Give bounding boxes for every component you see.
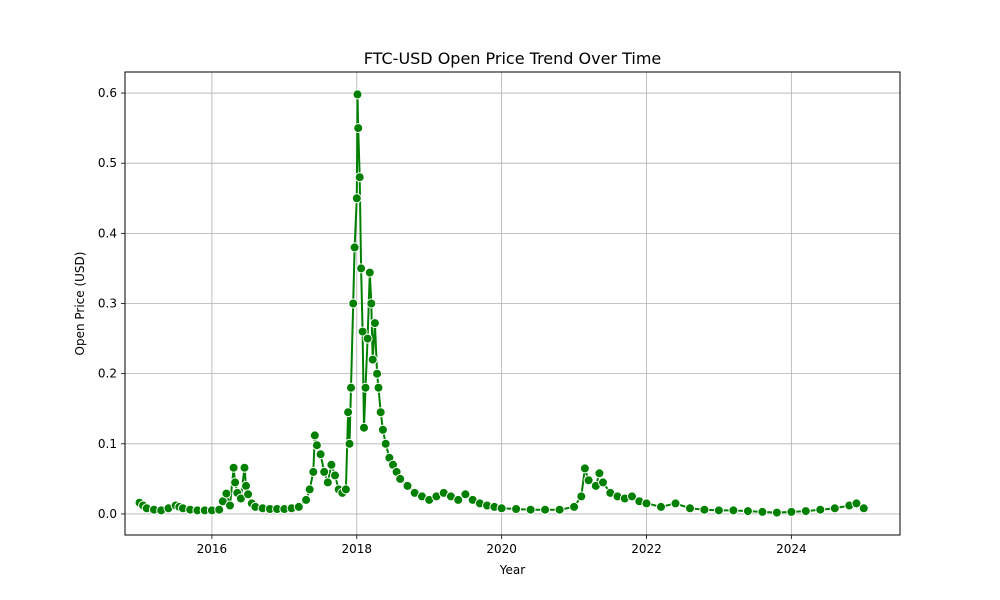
data-point [366,298,377,309]
data-point [496,503,507,514]
x-tick-label: 2024 [776,542,807,556]
data-point [351,193,362,204]
y-axis-title: Open Price (USD) [73,252,87,356]
data-point [540,504,551,515]
data-point [380,438,391,449]
data-point [375,407,386,418]
data-point [243,489,254,500]
data-point [353,123,364,134]
data-point [362,333,373,344]
data-point [460,489,471,500]
data-point [346,382,356,393]
data-point [511,504,522,514]
grid-lines [125,72,900,535]
data-point [402,480,413,491]
y-tick-label: 0.5 [98,156,117,170]
data-point [598,477,608,488]
data-point [395,473,406,484]
data-point [771,507,782,518]
series-layer [134,89,869,518]
data-point [815,504,826,515]
data-point [357,326,368,337]
data-point [525,504,536,515]
data-point [829,503,840,514]
x-axis-ticks: 2016 2018 2020 2022 2024 [197,535,807,556]
data-point [344,438,355,449]
data-point [230,477,241,488]
data-point [356,263,367,274]
data-point [352,89,363,100]
y-tick-label: 0.4 [98,226,117,240]
y-tick-label: 0.3 [98,297,117,311]
data-point [360,382,371,393]
data-point [214,504,225,515]
data-point [858,503,869,514]
y-tick-label: 0.0 [98,507,117,521]
data-point [349,242,360,253]
y-tick-label: 0.6 [98,86,117,100]
data-point [369,318,380,329]
data-point [576,491,587,502]
x-tick-label: 2016 [197,542,228,556]
data-point [359,422,369,433]
data-point [311,440,322,451]
data-point [367,354,378,365]
x-tick-label: 2018 [342,542,373,556]
data-point [373,382,384,393]
data-point [330,470,340,481]
data-point [354,172,365,183]
data-point [322,477,333,488]
data-point [685,503,695,514]
data-point [372,368,383,379]
data-point [579,463,590,474]
data-point [308,466,319,477]
data-point [786,506,797,517]
data-point [656,501,666,512]
data-point [641,498,652,509]
data-point [293,501,304,512]
data-point [583,475,594,486]
data-point [340,484,351,495]
data-point [800,506,811,517]
x-tick-label: 2020 [486,542,517,556]
data-point [377,424,388,435]
data-point [364,267,375,278]
data-point [554,504,565,515]
data-point [713,505,724,516]
data-point [225,500,235,511]
chart-title: FTC-USD Open Price Trend Over Time [364,49,662,68]
data-point [228,462,239,473]
data-point [851,498,862,509]
data-point [301,494,312,505]
data-point [627,491,637,502]
data-point [241,480,251,491]
data-point [319,466,330,477]
y-tick-label: 0.1 [98,437,117,451]
data-point [309,430,320,441]
x-axis-title: Year [499,563,525,577]
data-point [343,407,354,418]
data-point [348,298,359,309]
data-point [304,484,315,495]
data-point [326,459,337,470]
data-point [670,498,681,509]
data-point [742,506,753,517]
data-point [699,504,710,515]
data-point [728,505,739,516]
y-tick-label: 0.2 [98,367,117,381]
data-point [569,501,580,512]
x-tick-label: 2022 [631,542,662,556]
y-axis-ticks: 0.0 0.1 0.2 0.3 0.4 0.5 0.6 [98,86,125,521]
data-point [594,468,605,479]
data-point [239,462,250,473]
data-point [221,488,232,499]
data-point [315,449,326,460]
data-point [453,494,464,505]
data-point [757,506,768,517]
